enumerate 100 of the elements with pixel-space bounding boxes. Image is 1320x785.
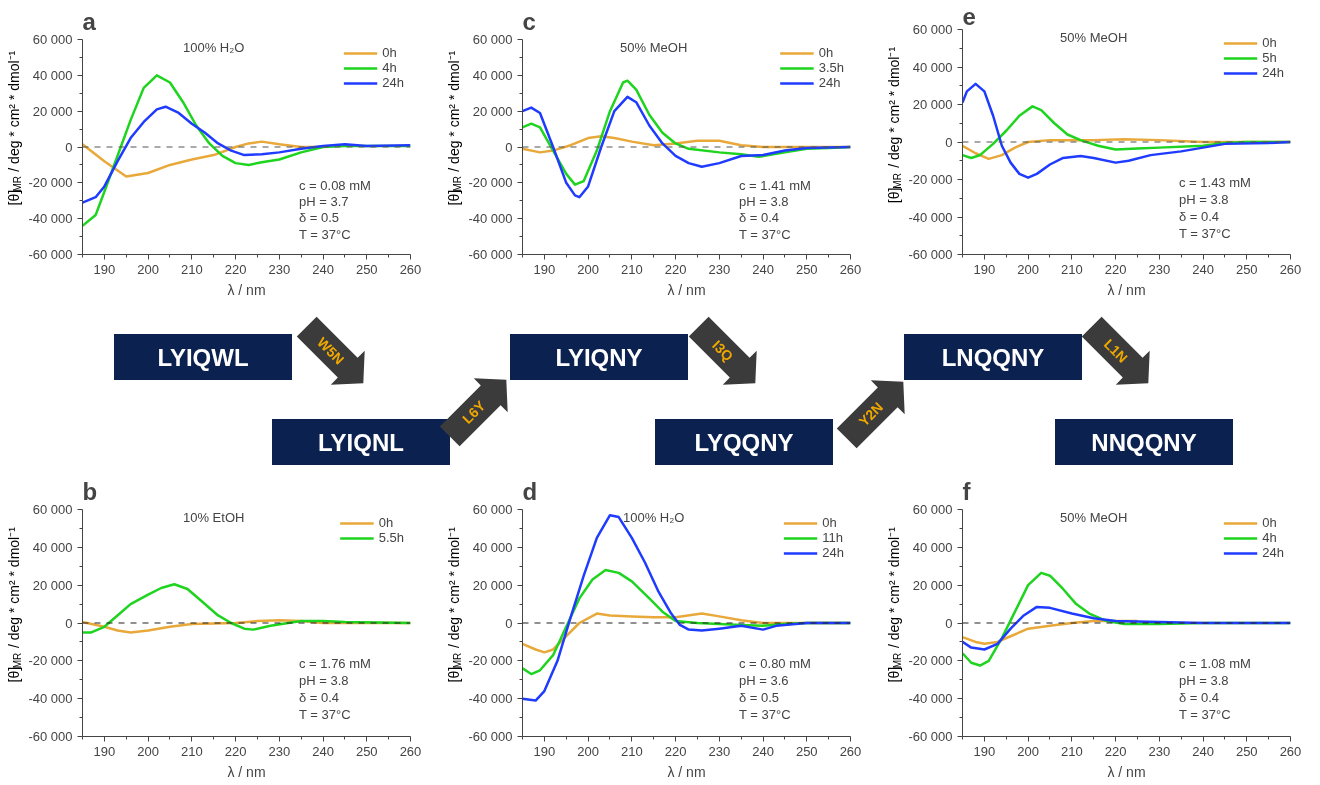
y-tick-label: -40 000	[908, 691, 953, 707]
y-tick-label: -60 000	[28, 729, 73, 744]
annotation: δ = 0.4	[298, 690, 340, 706]
y-axis-title: [θ]MR / deg * cm² * dmol⁻¹	[5, 50, 23, 206]
x-tick-label: 250	[355, 743, 378, 759]
chart-title: e	[962, 2, 976, 30]
y-tick-label: 60 000	[912, 22, 953, 37]
x-tick-label: 260	[399, 743, 422, 759]
chart-subtitle: 100% H₂O	[623, 509, 685, 525]
y-tick-label: -60 000	[468, 247, 513, 262]
x-tick-label: 260	[399, 261, 422, 277]
annotation: T = 37°C	[738, 707, 791, 723]
annotation: c = 0.80 mM	[738, 656, 811, 672]
y-tick-label: 60 000	[472, 32, 513, 47]
sequence-box: LYIQNY	[510, 334, 688, 380]
x-tick-label: 220	[224, 743, 247, 759]
y-tick-label: -60 000	[908, 247, 953, 262]
legend-label: 11h	[822, 530, 844, 545]
annotation: c = 1.41 mM	[738, 178, 811, 194]
x-tick-label: 200	[1017, 261, 1039, 277]
x-tick-label: 250	[355, 261, 378, 277]
chart-title: b	[82, 477, 98, 505]
x-tick-label: 250	[795, 261, 818, 277]
y-axis-title: [θ]MR / deg * cm² * dmol⁻¹	[885, 526, 903, 683]
x-axis-title: λ / nm	[1107, 763, 1146, 780]
x-tick-label: 240	[312, 261, 334, 277]
x-tick-label: 200	[1017, 743, 1039, 759]
legend-label: 5.5h	[378, 530, 404, 545]
y-axis-title: [θ]MR / deg * cm² * dmol⁻¹	[5, 526, 23, 683]
x-tick-label: 190	[973, 261, 996, 277]
annotation: δ = 0.5	[298, 210, 340, 226]
annotation: T = 37°C	[298, 226, 351, 242]
x-tick-label: 250	[1235, 743, 1258, 759]
y-tick-label: -40 000	[468, 211, 513, 227]
x-tick-label: 250	[795, 743, 818, 759]
y-tick-label: 20 000	[912, 97, 953, 112]
y-axis-title: [θ]MR / deg * cm² * dmol⁻¹	[885, 46, 903, 204]
x-tick-label: 220	[1104, 743, 1127, 759]
x-tick-label: 210	[1060, 261, 1083, 277]
annotation: pH = 3.8	[1178, 191, 1229, 207]
annotation: T = 37°C	[1178, 225, 1231, 241]
annotation: c = 1.43 mM	[1178, 175, 1251, 190]
legend-label: 0h	[382, 45, 398, 60]
y-tick-label: 0	[65, 615, 73, 631]
x-axis-title: λ / nm	[667, 281, 706, 298]
x-tick-label: 200	[577, 261, 599, 277]
x-tick-label: 210	[620, 261, 643, 277]
legend-label: 3.5h	[818, 60, 844, 75]
annotation: c = 1.76 mM	[298, 656, 371, 672]
x-axis-title: λ / nm	[1107, 281, 1146, 298]
chart-subtitle: 50% MeOH	[620, 39, 688, 55]
x-tick-label: 200	[137, 743, 159, 759]
y-tick-label: 40 000	[32, 67, 73, 83]
y-axis-title: [θ]MR / deg * cm² * dmol⁻¹	[445, 50, 463, 206]
text: Y2N	[855, 398, 887, 430]
x-tick-label: 240	[752, 261, 774, 277]
y-tick-label: 20 000	[912, 577, 953, 593]
annotation: pH = 3.7	[298, 194, 349, 210]
sequence-box: LYIQNL	[272, 419, 450, 465]
x-tick-label: 210	[620, 743, 643, 759]
x-tick-label: 220	[224, 261, 247, 277]
annotation: pH = 3.6	[738, 673, 789, 689]
x-tick-label: 260	[839, 261, 862, 277]
legend-label: 24h	[382, 75, 404, 90]
x-tick-label: 240	[1192, 743, 1214, 759]
y-tick-label: 40 000	[472, 539, 513, 555]
chart-subtitle: 50% MeOH	[1060, 509, 1128, 525]
x-tick-label: 240	[312, 743, 334, 759]
x-tick-label: 230	[1148, 743, 1171, 759]
legend-label: 24h	[822, 545, 844, 560]
annotation: pH = 3.8	[298, 673, 349, 689]
y-tick-label: -40 000	[468, 691, 513, 707]
x-tick-label: 190	[533, 743, 556, 759]
x-tick-label: 250	[1235, 261, 1258, 277]
x-tick-label: 200	[577, 743, 599, 759]
x-tick-label: 240	[752, 743, 774, 759]
annotation: δ = 0.4	[738, 210, 780, 226]
y-tick-label: 0	[65, 139, 73, 155]
y-tick-label: -20 000	[28, 653, 73, 669]
x-tick-label: 200	[137, 261, 159, 277]
legend-label: 5h	[1262, 50, 1278, 65]
chart-subtitle: 10% EtOH	[182, 509, 245, 525]
x-axis-title: λ / nm	[667, 763, 706, 780]
legend-label: 4h	[382, 60, 398, 75]
sequence-box: NNQQNY	[1055, 419, 1233, 465]
legend-label: 0h	[378, 515, 395, 530]
y-tick-label: -40 000	[28, 691, 73, 707]
chart-title: f	[962, 477, 972, 505]
y-tick-label: 0	[945, 134, 953, 150]
annotation: pH = 3.8	[1178, 673, 1229, 689]
legend-label: 24h	[818, 75, 841, 90]
y-tick-label: -20 000	[468, 175, 513, 191]
y-tick-label: -20 000	[908, 172, 953, 187]
x-tick-label: 230	[268, 743, 291, 759]
chart-title: d	[522, 477, 538, 505]
x-tick-label: 190	[93, 261, 116, 277]
annotation: T = 37°C	[738, 226, 791, 242]
y-tick-label: 0	[945, 615, 953, 631]
x-tick-label: 260	[1279, 261, 1302, 277]
x-axis-title: λ / nm	[227, 281, 266, 298]
